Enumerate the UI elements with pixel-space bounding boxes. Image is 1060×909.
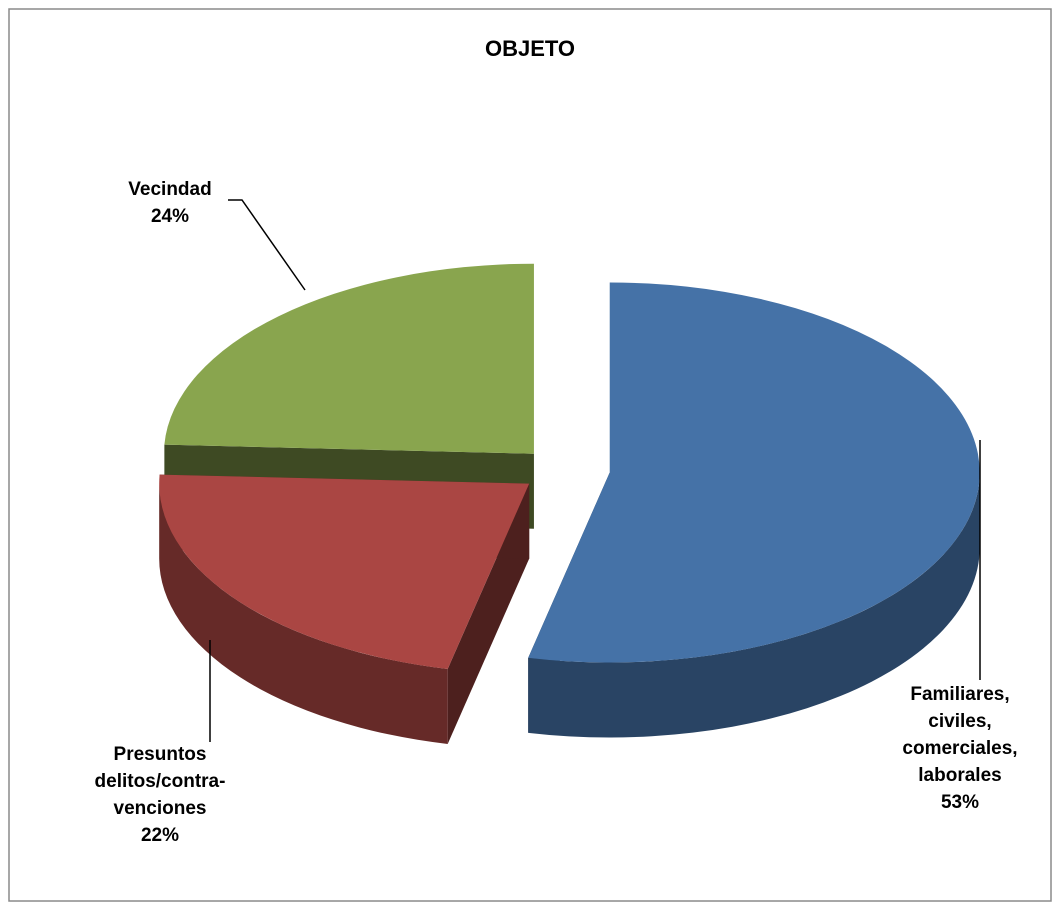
chart-title: OBJETO <box>485 36 575 61</box>
slice-side <box>159 483 448 744</box>
leader-line <box>228 199 306 291</box>
slice-label: Presuntos <box>114 744 207 765</box>
slice <box>528 282 980 663</box>
slice-label: civiles, <box>928 711 991 732</box>
slice-value-label: 22% <box>141 825 179 846</box>
slice <box>164 263 534 454</box>
slice-value-label: 24% <box>151 206 189 227</box>
slice <box>159 474 530 669</box>
slice-value-label: 53% <box>941 792 979 813</box>
slice-label: Vecindad <box>128 179 211 200</box>
slice-label: Familiares, <box>910 684 1009 705</box>
slice-label: venciones <box>114 798 207 819</box>
slice-label: laborales <box>918 765 1001 786</box>
slice-label: comerciales, <box>902 738 1017 759</box>
slice-label: delitos/contra- <box>95 771 226 792</box>
slice-side <box>528 472 980 738</box>
